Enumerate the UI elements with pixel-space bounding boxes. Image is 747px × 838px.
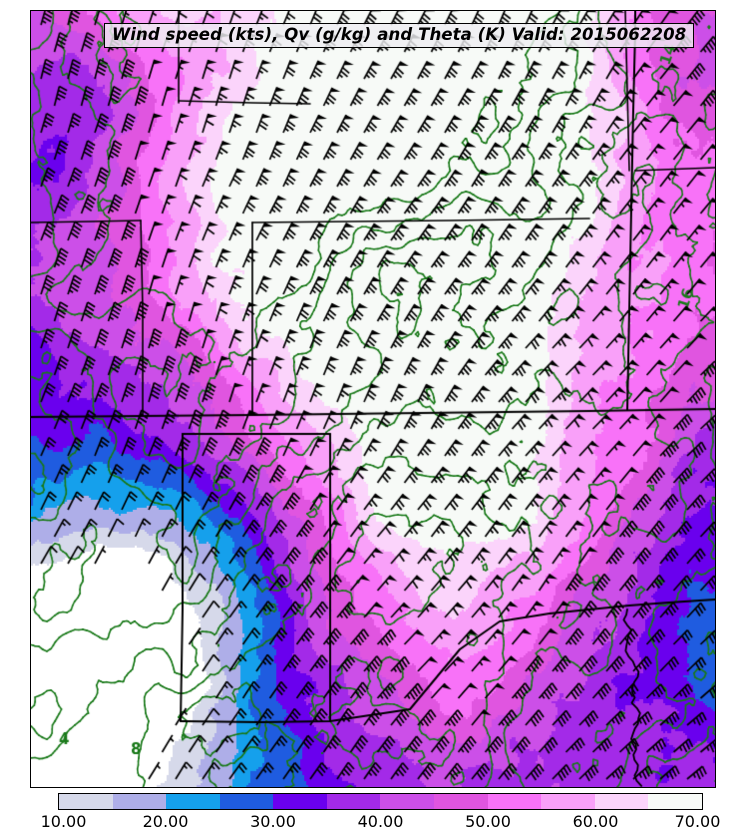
colorbar-band: [112, 794, 167, 809]
colorbar-band: [326, 794, 381, 809]
colorbar-band: [273, 794, 327, 809]
colorbar-band: [487, 794, 542, 809]
colorbar-band: [541, 794, 595, 809]
colorbar-tick-label: 70.00: [674, 812, 721, 831]
chart-title: Wind speed (kts), Qv (g/kg) and Theta (K…: [112, 25, 687, 44]
colorbar-tick-label: 30.00: [250, 812, 296, 831]
colorbar-bands[interactable]: [58, 793, 703, 810]
colorbar-tick-label: 50.00: [465, 812, 511, 831]
colorbar-band: [59, 794, 113, 809]
colorbar-tick-label: 10.00: [40, 812, 87, 831]
colorbar-band: [219, 794, 274, 809]
colorbar-legend: 10.00 20.00 30.00 40.00 50.00 60.00 70.00: [0, 793, 747, 838]
wind-speed-contour-map[interactable]: [31, 11, 715, 787]
colorbar-band: [594, 794, 649, 809]
colorbar-tick-label: 60.00: [572, 812, 619, 831]
colorbar-tick-label: 20.00: [142, 812, 189, 831]
colorbar-band: [380, 794, 435, 809]
colorbar-band: [648, 794, 702, 809]
colorbar-band: [166, 794, 220, 809]
colorbar-tick-label: 40.00: [357, 812, 404, 831]
chart-title-box: Wind speed (kts), Qv (g/kg) and Theta (K…: [104, 23, 695, 48]
map-plot-area[interactable]: [30, 10, 716, 788]
colorbar-tick-labels: 10.00 20.00 30.00 40.00 50.00 60.00 70.00: [0, 812, 747, 836]
colorbar-band: [434, 794, 488, 809]
